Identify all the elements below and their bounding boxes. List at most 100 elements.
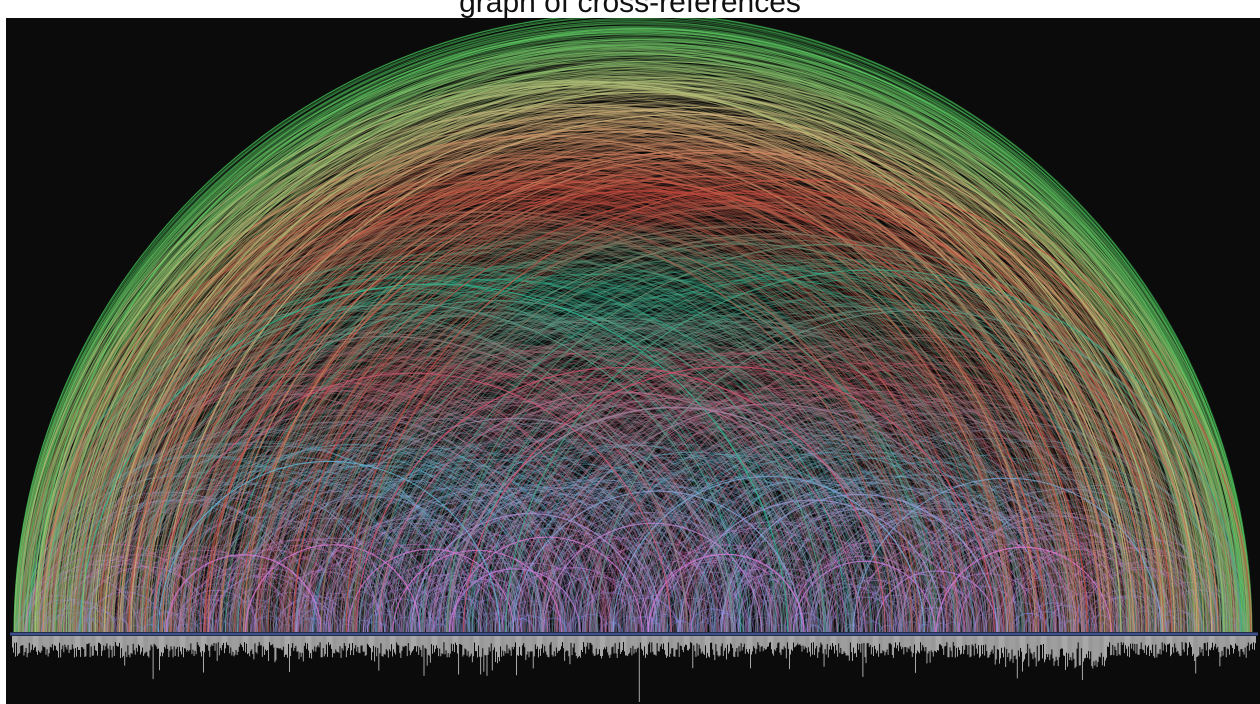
chapter-length-bar <box>537 636 538 647</box>
cross-reference-arc <box>542 456 902 633</box>
cross-reference-arc <box>271 158 1232 633</box>
cross-reference-arc <box>808 519 1040 633</box>
cross-reference-arc <box>870 579 980 633</box>
cross-reference-arc <box>367 201 1230 633</box>
cross-reference-arc <box>361 256 1125 633</box>
chapter-length-bar <box>682 636 684 653</box>
chapter-length-bar <box>157 636 159 649</box>
cross-reference-arc <box>309 590 394 633</box>
chapter-length-bar <box>517 636 518 656</box>
chapter-length-bar <box>673 636 675 657</box>
chapter-length-bar <box>1215 636 1217 644</box>
chapter-length-bar <box>1073 636 1075 659</box>
cross-reference-arc <box>354 261 1097 633</box>
cross-reference-arc <box>317 176 1229 633</box>
cross-reference-arc <box>43 174 959 633</box>
chapter-length-bar <box>981 636 982 646</box>
chapter-length-bar <box>366 636 368 644</box>
chapter-length-bar <box>943 636 945 655</box>
chapter-length-bar <box>85 636 87 657</box>
chapter-length-bar <box>174 636 176 656</box>
chapter-length-bar <box>552 636 554 657</box>
chapter-length-bar <box>103 636 105 646</box>
chapter-length-bar <box>159 636 160 671</box>
chapter-length-bar <box>249 636 251 657</box>
cross-reference-arc <box>284 610 327 633</box>
cross-reference-arc <box>409 446 782 633</box>
chapter-length-bar <box>80 636 82 657</box>
chapter-length-bar <box>1022 636 1023 672</box>
chapter-length-bar <box>264 636 265 655</box>
chapter-length-bar <box>930 636 932 651</box>
cross-reference-arc <box>728 396 1200 633</box>
chapter-length-bar <box>212 636 214 646</box>
cross-reference-arc <box>198 286 891 633</box>
cross-reference-arc <box>297 159 1243 633</box>
chapter-length-bar <box>1011 636 1013 650</box>
cross-reference-arc <box>348 294 1036 633</box>
chapter-length-bar <box>680 636 682 646</box>
chapter-length-bar <box>479 636 481 657</box>
cross-reference-arc <box>44 180 948 633</box>
chapter-length-bar <box>66 636 68 650</box>
cross-reference-arc <box>13 615 47 633</box>
cross-reference-arc <box>370 311 1012 633</box>
chapter-length-bar <box>37 636 38 655</box>
cross-reference-arc <box>901 471 1224 633</box>
chapter-length-bar <box>320 636 322 658</box>
chapter-length-bar <box>78 636 79 650</box>
cross-reference-arc <box>648 604 705 633</box>
cross-reference-arc <box>510 319 1137 633</box>
cross-reference-arc <box>331 438 729 633</box>
chapter-length-bar <box>228 636 230 646</box>
chapter-length-bar <box>918 636 919 653</box>
chapter-length-bar <box>266 636 267 651</box>
chapter-length-bar <box>432 636 433 654</box>
chapter-length-bar <box>863 636 865 643</box>
chapter-length-bar <box>1227 636 1229 650</box>
chapter-length-bar <box>353 636 355 656</box>
cross-reference-arc <box>964 534 1160 633</box>
cross-reference-arc <box>351 215 1186 633</box>
cross-reference-arc <box>150 541 337 633</box>
chapter-length-bar <box>560 636 561 650</box>
chapter-length-bar <box>359 636 361 654</box>
cross-reference-arc <box>183 623 201 633</box>
chapter-length-bar <box>665 636 666 655</box>
chapter-length-bar <box>525 636 527 661</box>
cross-reference-arc <box>469 583 567 633</box>
chapter-length-bar <box>753 636 755 647</box>
chapter-length-bar <box>903 636 905 655</box>
chapter-length-bar <box>337 636 339 652</box>
chapter-length-bar <box>127 636 129 646</box>
chapter-length-bar <box>1121 636 1123 645</box>
cross-reference-arc <box>427 605 481 633</box>
chapter-length-bar <box>356 636 358 652</box>
cross-reference-arc <box>74 54 1245 633</box>
chapter-length-bar <box>852 636 853 661</box>
chapter-length-bar <box>985 636 987 645</box>
chapter-length-bar <box>1091 636 1093 667</box>
chapter-length-bar <box>14 636 15 643</box>
cross-reference-arc <box>181 526 392 633</box>
chapter-length-bar <box>294 636 296 648</box>
cross-reference-arc <box>53 112 1108 633</box>
chapter-length-bar <box>146 636 148 652</box>
cross-reference-arc <box>180 599 246 633</box>
chapter-length-bar <box>143 636 145 656</box>
chapter-length-bar <box>358 636 360 653</box>
chapter-length-bar <box>1163 636 1165 644</box>
cross-reference-arc <box>188 143 1166 633</box>
chapter-length-bar <box>166 636 168 645</box>
chapter-length-bar <box>1234 636 1235 650</box>
chapter-length-bar <box>361 636 363 646</box>
cross-reference-arc <box>790 540 980 633</box>
chapter-length-bar <box>132 636 134 644</box>
chapter-length-bar <box>233 636 235 657</box>
chapter-length-bar <box>808 636 810 652</box>
cross-reference-arc <box>133 190 1016 633</box>
cross-reference-arc <box>559 449 935 633</box>
chapter-length-bar <box>1247 636 1249 643</box>
chapter-length-bar <box>213 636 215 643</box>
chapter-length-bar <box>1221 636 1223 651</box>
